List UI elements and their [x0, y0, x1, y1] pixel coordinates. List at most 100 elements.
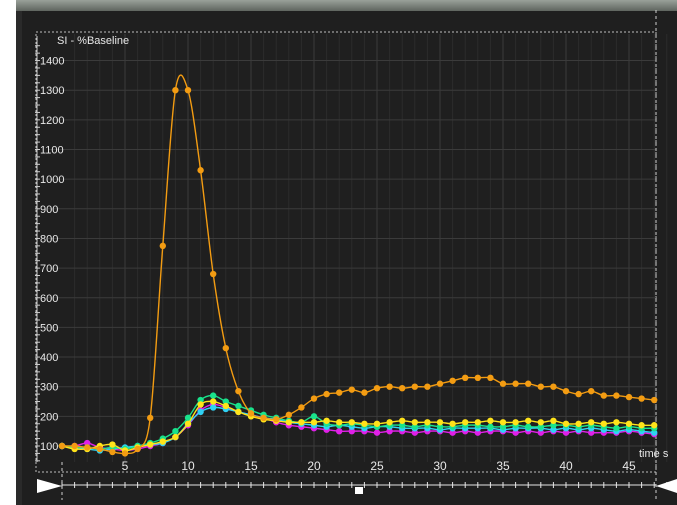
series-1-point [159, 242, 166, 250]
series-2-point [184, 420, 192, 427]
series-2-point [512, 419, 519, 426]
series-3-point [537, 423, 544, 430]
y-axis-label: SI - %Baseline [57, 35, 129, 47]
series-5-point [386, 427, 393, 435]
scroll-thumb[interactable] [355, 487, 363, 494]
y-tick-label: 100 [40, 441, 58, 453]
x-tick-label: 15 [244, 459, 258, 473]
series-2-point [575, 420, 582, 427]
x-tick-label: 35 [496, 459, 510, 473]
series-3-point [550, 422, 557, 429]
series-3-point [184, 414, 192, 422]
series-5-point [474, 429, 481, 436]
range-start-handle[interactable] [37, 479, 62, 493]
series-1-point [575, 390, 582, 398]
series-2-point [147, 441, 154, 448]
series-2-point [638, 422, 645, 429]
series-3-point [222, 398, 229, 405]
y-tick-label: 1100 [40, 145, 64, 157]
series-1-point [197, 167, 204, 174]
series-3-point [399, 422, 406, 429]
range-end-handle[interactable] [656, 479, 677, 493]
left-edge-strip [16, 11, 22, 505]
series-1-point [147, 414, 154, 422]
series-1-point [537, 383, 544, 390]
y-tick-label: 1200 [40, 115, 64, 127]
series-1-point [512, 380, 519, 387]
series-1-point [411, 383, 418, 390]
series-3-point [235, 402, 242, 410]
x-tick-label: 30 [433, 459, 447, 473]
axes: 5 10 15 20 25 30 35 40 45 100 200 300 400 500 600 700 80… [35, 10, 657, 500]
series-1-point [247, 410, 255, 417]
y-tick-label: 1300 [40, 85, 64, 97]
y-tick-label: 200 [40, 411, 58, 423]
series-1-point [348, 386, 355, 393]
series-3-point [210, 392, 217, 399]
series-3-point [436, 423, 444, 430]
series-1-point [588, 387, 595, 395]
series-2-point [222, 402, 229, 410]
series-5-point [562, 429, 570, 436]
series-1-point [361, 389, 368, 396]
series-2-point [600, 420, 607, 427]
series-2-point [172, 433, 179, 441]
series-2-point [625, 420, 633, 427]
grid [35, 31, 668, 473]
series-2-point [550, 417, 557, 424]
series-2-point [613, 419, 620, 426]
series-1-point [172, 87, 179, 94]
series-3-point [613, 425, 620, 432]
series-1-point [222, 344, 229, 352]
series-1-point [386, 383, 393, 390]
series-2-point [588, 419, 595, 426]
x-tick-label: 20 [307, 459, 321, 473]
series-2-point [361, 420, 368, 427]
series-line-1 [61, 74, 655, 455]
series-1-point [651, 396, 658, 404]
series-1-point [462, 374, 469, 382]
y-tick-label: 700 [40, 263, 58, 275]
series-1-point [184, 87, 192, 94]
series-1-point [96, 445, 104, 453]
x-tick-label: 40 [559, 459, 573, 473]
series-3-point [310, 413, 318, 420]
series-4-point [651, 429, 658, 436]
y-tick-label: 1400 [40, 56, 64, 68]
series-5-point [411, 429, 418, 436]
series-2-point [651, 422, 658, 429]
series-2-point [562, 420, 570, 427]
series-1-point [336, 389, 343, 396]
series-4-point [550, 426, 557, 433]
series-1-point [474, 374, 481, 382]
series-1-point [525, 380, 532, 387]
y-tick-label: 800 [40, 233, 58, 245]
series-2-point [399, 417, 406, 424]
series-1-point [210, 270, 217, 278]
series-1-point [323, 390, 330, 398]
series-2-point [323, 417, 330, 424]
series-1-point [625, 393, 633, 401]
series-4-point [210, 404, 217, 411]
series-2-point [499, 419, 507, 426]
series-2-point [373, 420, 381, 427]
series-1-point [109, 448, 116, 456]
series-1-point [487, 374, 494, 382]
series-1-point [273, 416, 280, 423]
series-5-point [512, 429, 519, 436]
series-5-point [336, 427, 343, 435]
series-2-point [197, 401, 204, 408]
series-1-point [613, 392, 620, 399]
series-2-point [298, 419, 305, 426]
series-1-point [424, 383, 431, 390]
series-2-point [525, 417, 532, 424]
x-tick-label: 10 [181, 459, 195, 473]
series-3-point [499, 423, 507, 430]
series-2-point [109, 441, 116, 448]
series-4-point [197, 408, 204, 416]
time-scrollbar[interactable] [37, 479, 677, 494]
series-1-point [373, 384, 381, 392]
series-2-point [159, 438, 166, 445]
series-5-point [84, 439, 91, 447]
series-5-point [588, 429, 595, 436]
